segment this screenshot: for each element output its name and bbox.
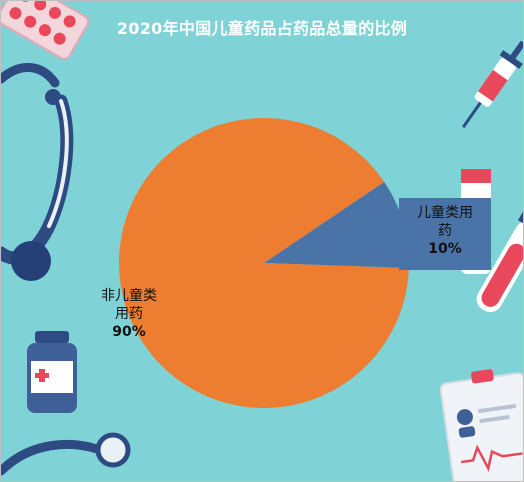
data-label-children-percent: 10% (428, 241, 462, 257)
data-label-non-children-drugs: 非儿童类 用药 90% (79, 287, 179, 341)
data-label-non-children-line2: 用药 (115, 306, 143, 322)
medicine-bottle-icon (27, 331, 77, 413)
data-label-children-line2: 药 (438, 223, 452, 239)
pie-slice-children-drugs (264, 181, 409, 269)
medical-report-icon (439, 369, 523, 481)
syringe-icon (461, 40, 523, 129)
pie-chart (118, 118, 409, 409)
pill-blister-icon (1, 1, 90, 60)
pie-slice-non-children-drugs (118, 118, 409, 409)
data-label-children-drugs: 儿童类用 药 10% (399, 198, 491, 270)
data-label-children-line1: 儿童类用 (417, 205, 473, 221)
data-label-non-children-line1: 非儿童类 (101, 288, 157, 304)
chart-title: 2020年中国儿童药品占药品总量的比例 (116, 19, 408, 38)
stethoscope-icon (1, 63, 131, 476)
data-label-non-children-percent: 90% (112, 324, 146, 340)
